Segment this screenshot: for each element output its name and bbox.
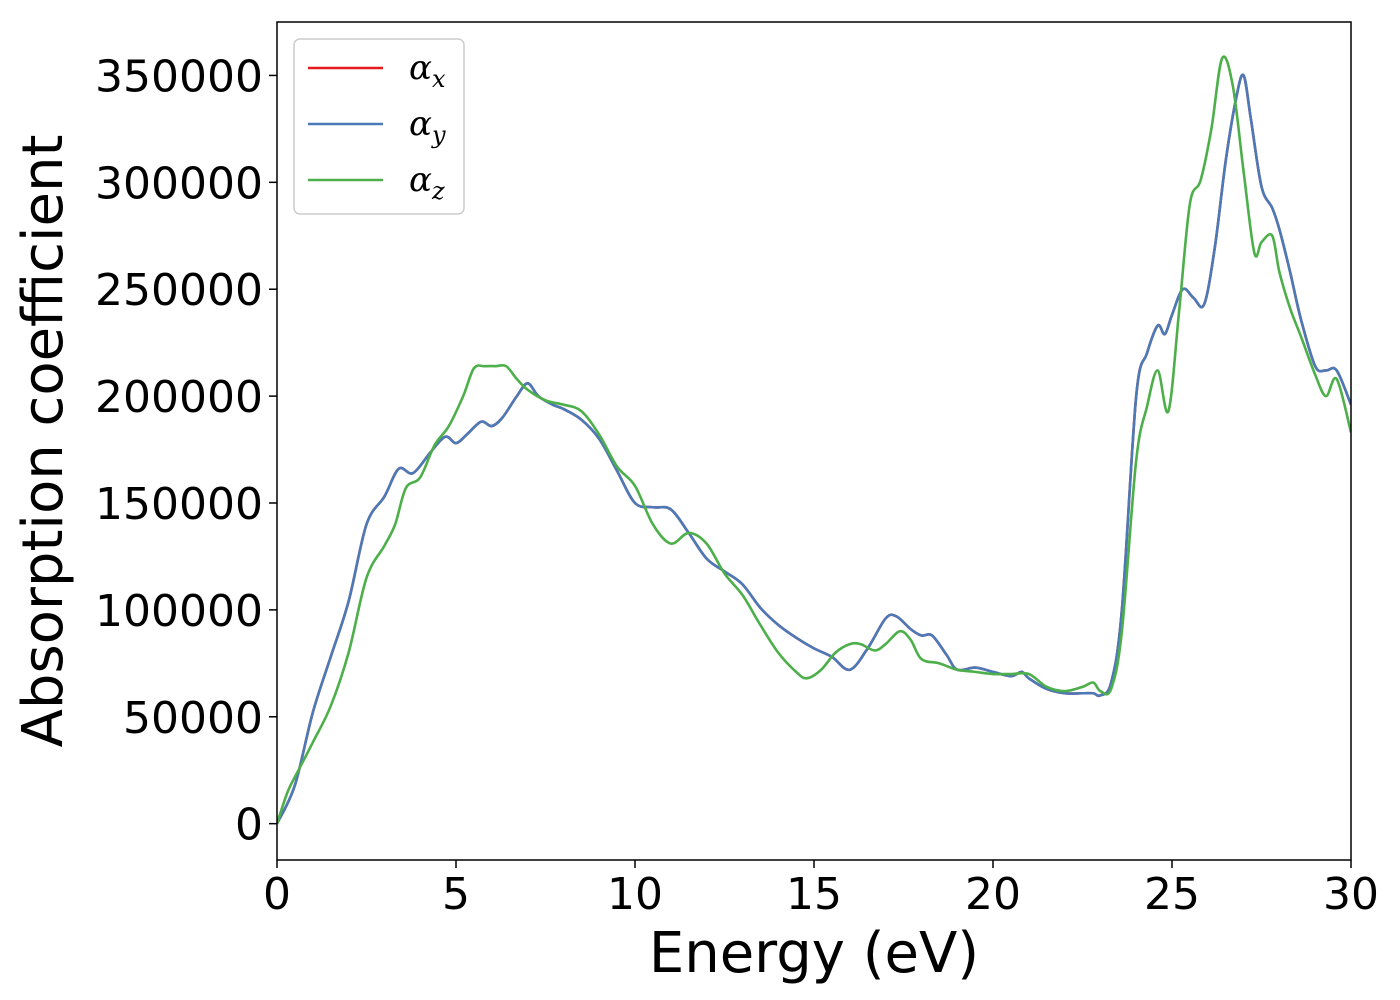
legend-label-z: αz xyxy=(409,160,445,205)
y-tick-label: 250000 xyxy=(95,265,263,316)
y-axis-title: Absorption coefficient xyxy=(11,135,76,748)
x-axis-title: Energy (eV) xyxy=(649,921,979,986)
legend: αx αy αz xyxy=(293,38,465,215)
legend-label-y: αy xyxy=(409,104,446,149)
y-tick-label: 100000 xyxy=(95,586,263,637)
x-tick-label: 10 xyxy=(607,869,663,920)
x-tick-label: 25 xyxy=(1144,869,1200,920)
x-tick-label: 20 xyxy=(965,869,1021,920)
series-line-y xyxy=(277,73,1351,825)
series-line-z xyxy=(277,55,1351,825)
legend-label-x: αx xyxy=(409,48,446,93)
legend-box xyxy=(293,38,465,215)
x-tick-label: 0 xyxy=(263,869,291,920)
x-tick-label: 15 xyxy=(786,869,842,920)
y-tick-label: 50000 xyxy=(123,693,263,744)
y-tick-label: 150000 xyxy=(95,479,263,530)
y-tick-label: 200000 xyxy=(95,372,263,423)
y-tick-label: 0 xyxy=(235,800,263,851)
y-tick-label: 300000 xyxy=(95,158,263,209)
ticks-layer: 0 5 10 15 20 25 30 0 50000 100000 150000 200000 2500… xyxy=(95,51,1379,920)
x-tick-label: 5 xyxy=(442,869,470,920)
x-tick-label: 30 xyxy=(1323,869,1379,920)
series-layer xyxy=(277,55,1351,825)
y-tick-label: 350000 xyxy=(95,51,263,102)
